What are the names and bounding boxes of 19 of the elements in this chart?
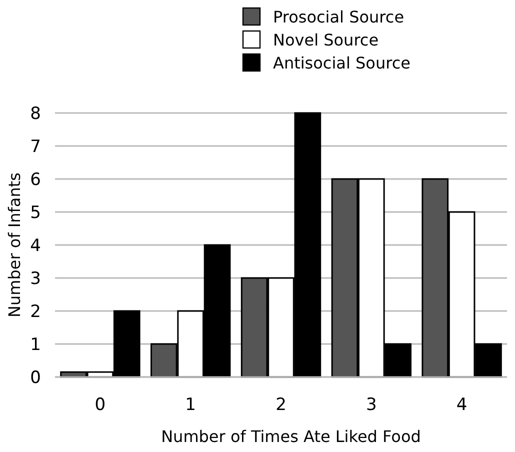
legend-label: Antisocial Source (273, 54, 410, 73)
x-tick-label: 3 (366, 395, 377, 415)
x-tick-label: 0 (94, 395, 106, 415)
legend-label: Prosocial Source (273, 8, 404, 27)
y-tick-label: 6 (30, 170, 41, 190)
y-axis-title: Number of Infants (5, 172, 24, 318)
x-tick-label: 1 (185, 395, 196, 415)
y-tick-label: 1 (30, 334, 41, 355)
y-tick-label: 8 (30, 104, 41, 124)
y-tick-label: 0 (30, 368, 41, 388)
y-tick-label: 7 (30, 136, 41, 157)
x-tick-label: 4 (456, 395, 468, 415)
y-tick-label: 4 (30, 236, 41, 256)
x-axis-title: Number of Times Ate Liked Food (161, 427, 421, 446)
y-tick-label: 3 (30, 268, 41, 289)
y-tick-label: 2 (30, 302, 41, 322)
legend-label: Novel Source (273, 30, 379, 50)
y-tick-label: 5 (30, 202, 41, 223)
x-tick-label: 2 (276, 395, 286, 415)
